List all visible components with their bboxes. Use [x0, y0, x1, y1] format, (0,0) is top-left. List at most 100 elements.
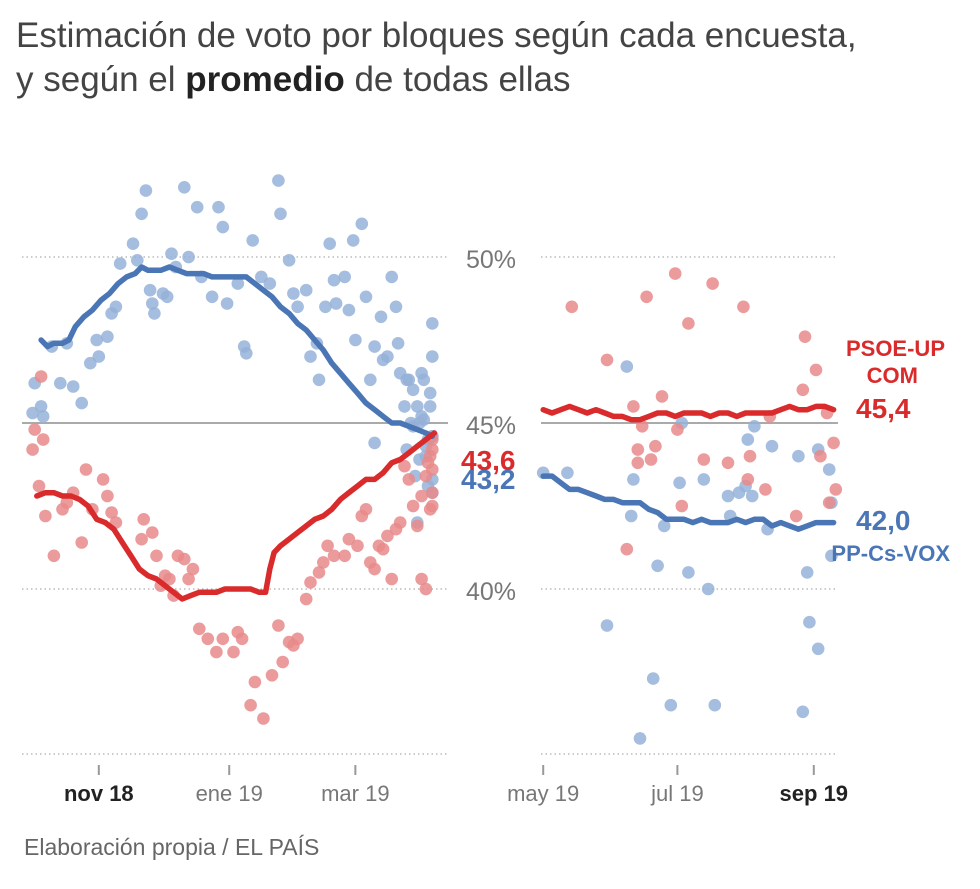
poll-dot: [312, 373, 326, 387]
poll-dot: [649, 439, 662, 453]
poll-dot: [745, 489, 759, 503]
poll-dot: [359, 290, 373, 304]
source-credit: Elaboración propia / EL PAÍS: [24, 834, 320, 860]
poll-dot: [272, 619, 285, 632]
poll-dot: [426, 486, 439, 500]
poll-dot: [346, 234, 360, 247]
poll-dot: [600, 353, 614, 367]
poll-dot: [419, 582, 433, 596]
poll-dot: [190, 200, 204, 214]
poll-dot: [415, 572, 428, 586]
poll-dot: [39, 509, 52, 523]
poll-dot: [304, 350, 317, 363]
title-line-2: y según el promedio de todas ellas: [16, 58, 966, 102]
poll-dot: [827, 436, 840, 450]
legend-right-bloc: PP-Cs-VOX: [831, 541, 950, 566]
x-tick-label: sep 19: [780, 781, 849, 806]
poll-dot: [721, 456, 735, 470]
poll-dot: [631, 456, 645, 470]
poll-dot: [186, 562, 200, 576]
x-tick-label: ene 19: [196, 781, 263, 806]
poll-dot: [426, 350, 439, 363]
poll-dot: [244, 698, 257, 712]
poll-dot: [178, 552, 191, 566]
poll-dot: [312, 566, 326, 579]
poll-dot: [220, 297, 234, 310]
poll-dot: [417, 413, 431, 427]
poll-dot: [75, 396, 88, 410]
poll-dot: [814, 449, 827, 463]
poll-dot: [803, 615, 816, 629]
x-tick-label: may 19: [507, 781, 579, 806]
poll-dot: [321, 539, 334, 553]
poll-dot: [385, 270, 399, 284]
poll-dot: [146, 297, 159, 310]
poll-dot: [741, 473, 755, 486]
poll-dot: [146, 526, 159, 539]
x-tick-label: mar 19: [321, 781, 389, 806]
poll-dot: [34, 400, 48, 413]
poll-dot: [135, 207, 148, 221]
poll-dot: [205, 290, 219, 304]
poll-dot: [426, 317, 439, 330]
poll-dot: [765, 439, 779, 453]
poll-dot: [640, 290, 653, 304]
poll-dot: [274, 207, 287, 221]
poll-dot: [54, 376, 67, 390]
poll-dot: [263, 277, 277, 290]
poll-dot: [398, 400, 411, 413]
poll-dot: [368, 562, 381, 576]
poll-dot: [216, 632, 230, 646]
poll-dot: [105, 506, 118, 519]
poll-dot: [304, 576, 317, 589]
poll-dot: [792, 449, 805, 463]
poll-dot: [423, 386, 437, 400]
poll-dot: [338, 549, 352, 563]
poll-dot: [789, 509, 803, 523]
poll-dot: [411, 519, 424, 533]
poll-dot: [34, 370, 48, 383]
poll-dot: [822, 463, 836, 476]
poll-dot: [299, 283, 313, 297]
title-line-1: Estimación de voto por bloques según cad…: [16, 16, 857, 55]
poll-dot: [627, 473, 640, 486]
average-line-right_bloc: [38, 264, 436, 440]
average-line-right_bloc: [540, 473, 837, 532]
poll-dot: [671, 423, 684, 436]
legend-left-bloc-line-1: PSOE-UP: [846, 336, 945, 361]
poll-dot: [150, 549, 163, 563]
title-line-2-pre: y según el: [16, 60, 186, 99]
poll-dot: [36, 433, 50, 446]
poll-dot: [299, 592, 313, 606]
poll-dot: [75, 536, 88, 549]
poll-dot: [415, 489, 428, 503]
poll-dot: [96, 473, 110, 486]
poll-dot: [796, 383, 810, 397]
poll-dot: [651, 559, 664, 573]
poll-dot: [825, 549, 838, 563]
chart-title: Estimación de voto por bloques según cad…: [16, 14, 966, 102]
poll-dot: [163, 572, 176, 586]
poll-dot: [113, 257, 127, 270]
poll-dot: [798, 330, 812, 344]
poll-dot: [90, 333, 103, 347]
poll-dot: [47, 549, 61, 563]
poll-dot: [600, 619, 614, 632]
poll-dot: [364, 373, 377, 387]
poll-dot: [624, 509, 638, 523]
poll-dot: [282, 253, 296, 267]
poll-dot: [829, 483, 843, 496]
poll-dot: [84, 356, 97, 370]
poll-dot: [391, 337, 405, 350]
poll-dot: [135, 532, 148, 546]
poll-dot: [620, 542, 634, 556]
poll-dot: [254, 270, 268, 284]
poll-dot: [748, 420, 761, 433]
poll-dot: [682, 566, 695, 579]
poll-dot: [657, 519, 671, 533]
poll-dot: [240, 347, 253, 360]
poll-dot: [708, 698, 722, 712]
poll-dot: [327, 549, 341, 563]
y-tick-label: 45%: [466, 412, 516, 440]
